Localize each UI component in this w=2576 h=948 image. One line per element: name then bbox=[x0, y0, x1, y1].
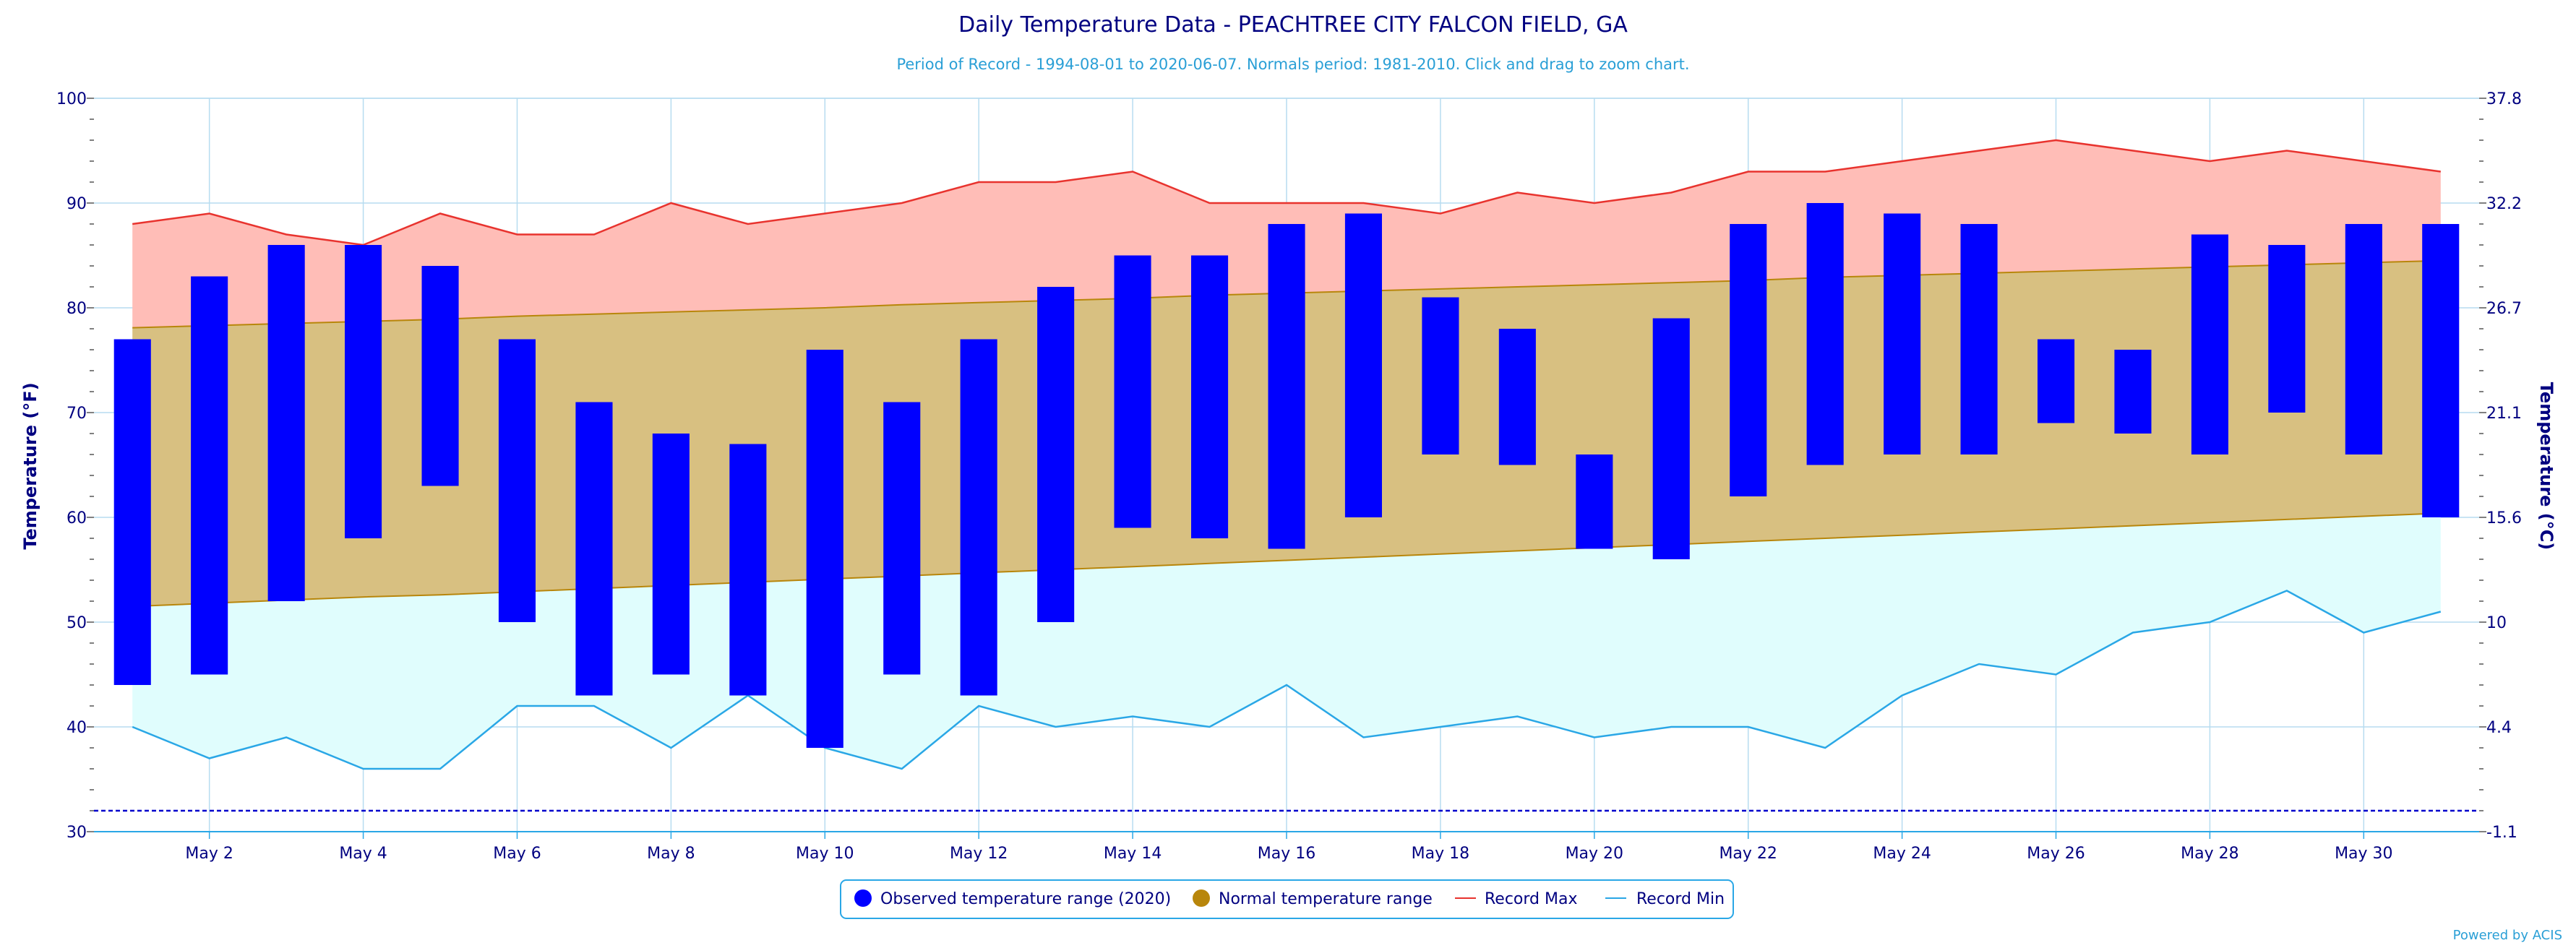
observed-bar[interactable] bbox=[2191, 234, 2228, 455]
legend[interactable]: Observed temperature range (2020) Normal… bbox=[840, 879, 1734, 919]
observed-bar[interactable] bbox=[2038, 339, 2075, 423]
observed-bar[interactable] bbox=[1037, 287, 1075, 622]
observed-bar[interactable] bbox=[421, 266, 459, 486]
observed-bar[interactable] bbox=[1422, 297, 1459, 455]
y-tick-label-left: 70 bbox=[66, 405, 87, 423]
legend-observed-label: Observed temperature range (2020) bbox=[880, 890, 1171, 908]
observed-bars[interactable] bbox=[113, 203, 2460, 748]
observed-bar[interactable] bbox=[1114, 255, 1151, 528]
y-axis-title-right: Temperature (°C) bbox=[2536, 382, 2556, 551]
legend-item-record-min[interactable]: Record Min bbox=[1605, 890, 1725, 908]
y-tick-label-right: 26.7 bbox=[2486, 300, 2522, 318]
y-tick-label-right: 21.1 bbox=[2486, 405, 2522, 423]
legend-item-record-max[interactable]: Record Max bbox=[1455, 890, 1578, 908]
y-tick-label-left: 90 bbox=[66, 195, 87, 213]
legend-normal-label: Normal temperature range bbox=[1219, 890, 1433, 908]
y-axis-title-left: Temperature (°F) bbox=[20, 382, 40, 549]
observed-bar[interactable] bbox=[345, 245, 382, 538]
observed-bar[interactable] bbox=[883, 402, 921, 675]
observed-bar[interactable] bbox=[113, 339, 151, 686]
legend-normal-marker bbox=[1193, 889, 1210, 907]
x-tick-label: May 18 bbox=[1412, 845, 1469, 863]
record-min-area bbox=[132, 513, 2441, 769]
x-tick-label: May 30 bbox=[2335, 845, 2392, 863]
observed-bar[interactable] bbox=[1191, 255, 1229, 539]
observed-bar[interactable] bbox=[1498, 329, 1536, 465]
x-tick-label: May 16 bbox=[1258, 845, 1315, 863]
x-tick-label: May 6 bbox=[493, 845, 541, 863]
observed-bar[interactable] bbox=[267, 245, 305, 601]
observed-bar[interactable] bbox=[1652, 318, 1690, 560]
observed-bar[interactable] bbox=[1576, 454, 1613, 549]
y-tick-label-right: -1.1 bbox=[2486, 824, 2517, 842]
legend-record-max-label: Record Max bbox=[1485, 890, 1578, 908]
observed-bar[interactable] bbox=[806, 350, 843, 748]
x-tick-label: May 8 bbox=[647, 845, 695, 863]
observed-bar[interactable] bbox=[729, 444, 767, 696]
x-tick-label: May 26 bbox=[2027, 845, 2085, 863]
legend-item-observed[interactable]: Observed temperature range (2020) bbox=[854, 889, 1171, 908]
observed-bar[interactable] bbox=[1268, 224, 1305, 549]
observed-bar[interactable] bbox=[575, 402, 613, 696]
credit-text[interactable]: Powered by ACIS bbox=[2453, 928, 2562, 943]
x-tick-label: May 2 bbox=[185, 845, 233, 863]
observed-bar[interactable] bbox=[1960, 224, 1998, 454]
chart-subtitle: Period of Record - 1994-08-01 to 2020-06… bbox=[896, 56, 1689, 73]
y-tick-label-right: 4.4 bbox=[2486, 719, 2512, 737]
observed-bar[interactable] bbox=[1806, 203, 1844, 465]
observed-bar[interactable] bbox=[2114, 350, 2152, 434]
observed-bar[interactable] bbox=[498, 339, 536, 623]
legend-record-min-label: Record Min bbox=[1636, 890, 1725, 908]
y-tick-label-left: 100 bbox=[56, 90, 87, 108]
x-tick-label: May 22 bbox=[1719, 845, 1777, 863]
x-tick-label: May 20 bbox=[1566, 845, 1623, 863]
x-tick-label: May 24 bbox=[1873, 845, 1931, 863]
observed-bar[interactable] bbox=[2422, 224, 2460, 517]
x-tick-label: May 14 bbox=[1104, 845, 1162, 863]
y-tick-label-right: 37.8 bbox=[2486, 90, 2522, 108]
axes: 30 -1.1 40 4.4 50 10 60 15.6 70 21.1 80 26.7 90 32.2 1… bbox=[56, 90, 2522, 863]
x-tick-label: May 4 bbox=[339, 845, 387, 863]
y-tick-label-right: 32.2 bbox=[2486, 195, 2522, 213]
y-tick-label-right: 10 bbox=[2486, 614, 2507, 632]
legend-observed-marker bbox=[854, 889, 872, 907]
observed-bar[interactable] bbox=[2268, 245, 2306, 413]
y-tick-label-left: 80 bbox=[66, 300, 87, 318]
observed-bar[interactable] bbox=[1730, 224, 1767, 496]
x-tick-label: May 12 bbox=[950, 845, 1008, 863]
chart-title: Daily Temperature Data - PEACHTREE CITY … bbox=[958, 12, 1628, 38]
observed-bar[interactable] bbox=[1344, 213, 1382, 518]
x-tick-label: May 28 bbox=[2181, 845, 2238, 863]
legend-item-normal[interactable]: Normal temperature range bbox=[1193, 889, 1433, 908]
record-max-line bbox=[132, 139, 2441, 246]
record-min-line bbox=[132, 590, 2442, 770]
observed-bar[interactable] bbox=[652, 434, 690, 675]
observed-bar[interactable] bbox=[191, 276, 228, 675]
y-tick-label-left: 40 bbox=[66, 719, 87, 737]
y-tick-label-left: 30 bbox=[66, 824, 87, 842]
legend-box bbox=[840, 879, 1734, 919]
y-tick-label-left: 50 bbox=[66, 614, 87, 632]
observed-bar[interactable] bbox=[960, 339, 997, 696]
y-tick-label-right: 15.6 bbox=[2486, 509, 2522, 527]
x-tick-label: May 10 bbox=[796, 845, 854, 863]
observed-bar[interactable] bbox=[2345, 224, 2382, 454]
y-tick-label-left: 60 bbox=[66, 509, 87, 527]
observed-bar[interactable] bbox=[1884, 213, 1921, 455]
